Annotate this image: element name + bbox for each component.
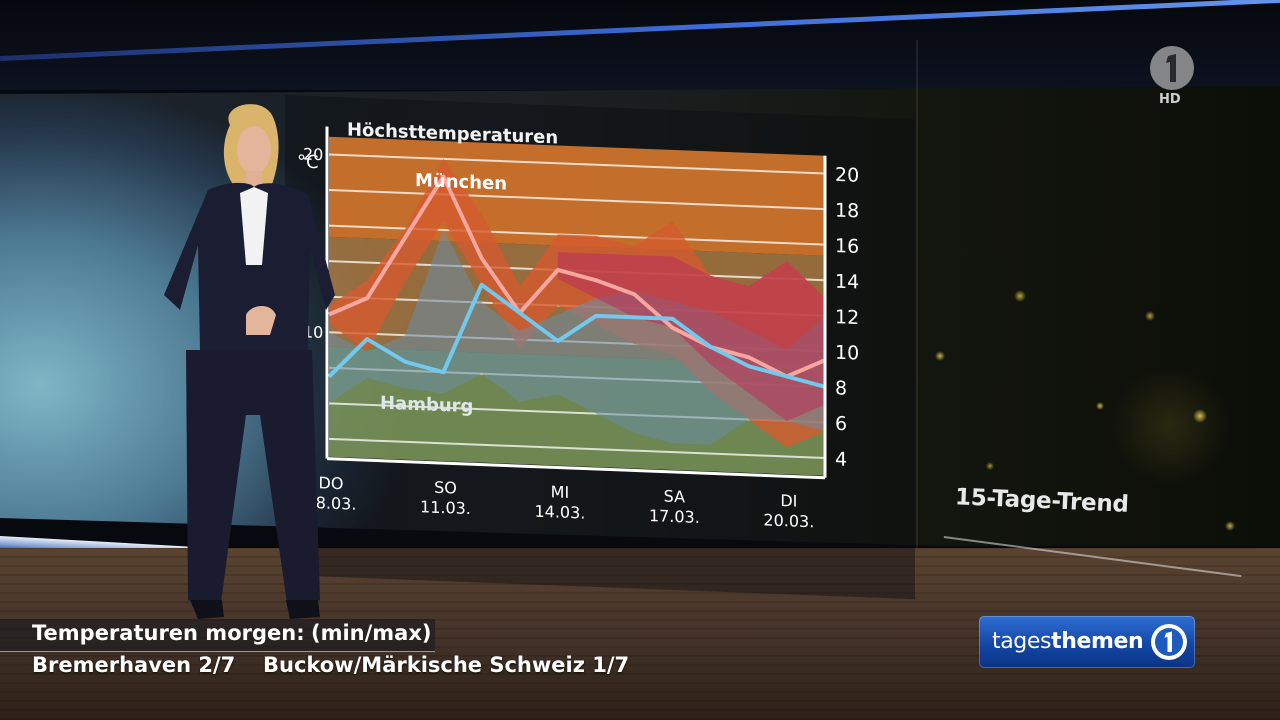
- x-tick-date: 17.03.: [649, 506, 700, 527]
- y-tick-label: 6: [835, 413, 847, 435]
- wordmark-light: tages: [992, 629, 1052, 654]
- chart-lines: [327, 174, 826, 389]
- ard-one-logo-icon: [1150, 46, 1194, 90]
- presenter-blouse: [240, 187, 268, 265]
- grid-line: [329, 437, 825, 459]
- x-tick-day: MI: [551, 482, 570, 502]
- presenter-hands: [246, 305, 276, 335]
- x-tick-date: 14.03.: [534, 502, 585, 523]
- y-tick-label: 18: [835, 199, 859, 222]
- lower-third-title: Temperaturen morgen:: [32, 621, 305, 645]
- station-value: Buckow/Märkische Schweiz 1/7: [263, 653, 630, 677]
- wall-panel-divider: [916, 40, 918, 560]
- y-tick-label: 12: [835, 306, 859, 329]
- y-tick-label: 20: [835, 164, 859, 187]
- y-tick-label: 16: [835, 235, 859, 258]
- series-line-muenchen: [328, 174, 826, 379]
- satellite-night-lights: [900, 206, 1280, 556]
- x-tick-date: 11.03.: [420, 497, 471, 518]
- grid-line: [329, 189, 825, 211]
- band-hamburg: [329, 229, 825, 445]
- x-tick-date: 08.03.: [306, 493, 357, 514]
- series-line-hamburg: [327, 282, 826, 389]
- presenter-face: [237, 126, 271, 174]
- x-tick-day: DI: [780, 491, 797, 511]
- y-tick-label: 4: [835, 448, 847, 470]
- x-tick-day: SO: [434, 478, 457, 498]
- y-tick-label: 10: [835, 342, 859, 365]
- chart-ticks: 2018161412108642010864: [303, 144, 859, 470]
- presenter-jacket: [164, 182, 335, 350]
- chart-x-axis: [327, 457, 825, 480]
- temperature-chart: Höchsttemperaturen °C 201816141210864201…: [297, 119, 859, 531]
- series-label-hamburg: Hamburg: [380, 393, 473, 418]
- station-value: Bremerhaven 2/7: [32, 653, 236, 677]
- ard-one-circle-icon: [1151, 624, 1187, 660]
- grid-line: [329, 153, 825, 175]
- chart-unit: °C: [297, 151, 319, 173]
- y-tick-label: 8: [835, 377, 847, 399]
- studio-ceiling: [0, 0, 1280, 90]
- lower-third-divider: [0, 651, 435, 652]
- presenter-trousers: [186, 350, 320, 610]
- weather-presenter: [164, 104, 335, 619]
- temperature-chart-panel: Höchsttemperaturen °C 20 18 16 14 12 10 8 6 4 20 1…: [285, 95, 915, 600]
- hd-badge: HD: [1159, 92, 1181, 107]
- x-tick-day: DO: [319, 473, 344, 493]
- x-tick-day: SA: [664, 487, 685, 507]
- lower-third-bar: [0, 619, 435, 651]
- y-tick-label-left: 20: [303, 144, 323, 164]
- tagesthemen-wordmark: tagesthemen: [992, 629, 1144, 654]
- x-tick-date: 20.03.: [763, 510, 814, 531]
- lower-third-unit: (min/max): [311, 621, 432, 645]
- y-tick-label: 14: [835, 271, 859, 294]
- series-label-muenchen: München: [415, 170, 507, 195]
- wordmark-bold: themen: [1051, 629, 1144, 654]
